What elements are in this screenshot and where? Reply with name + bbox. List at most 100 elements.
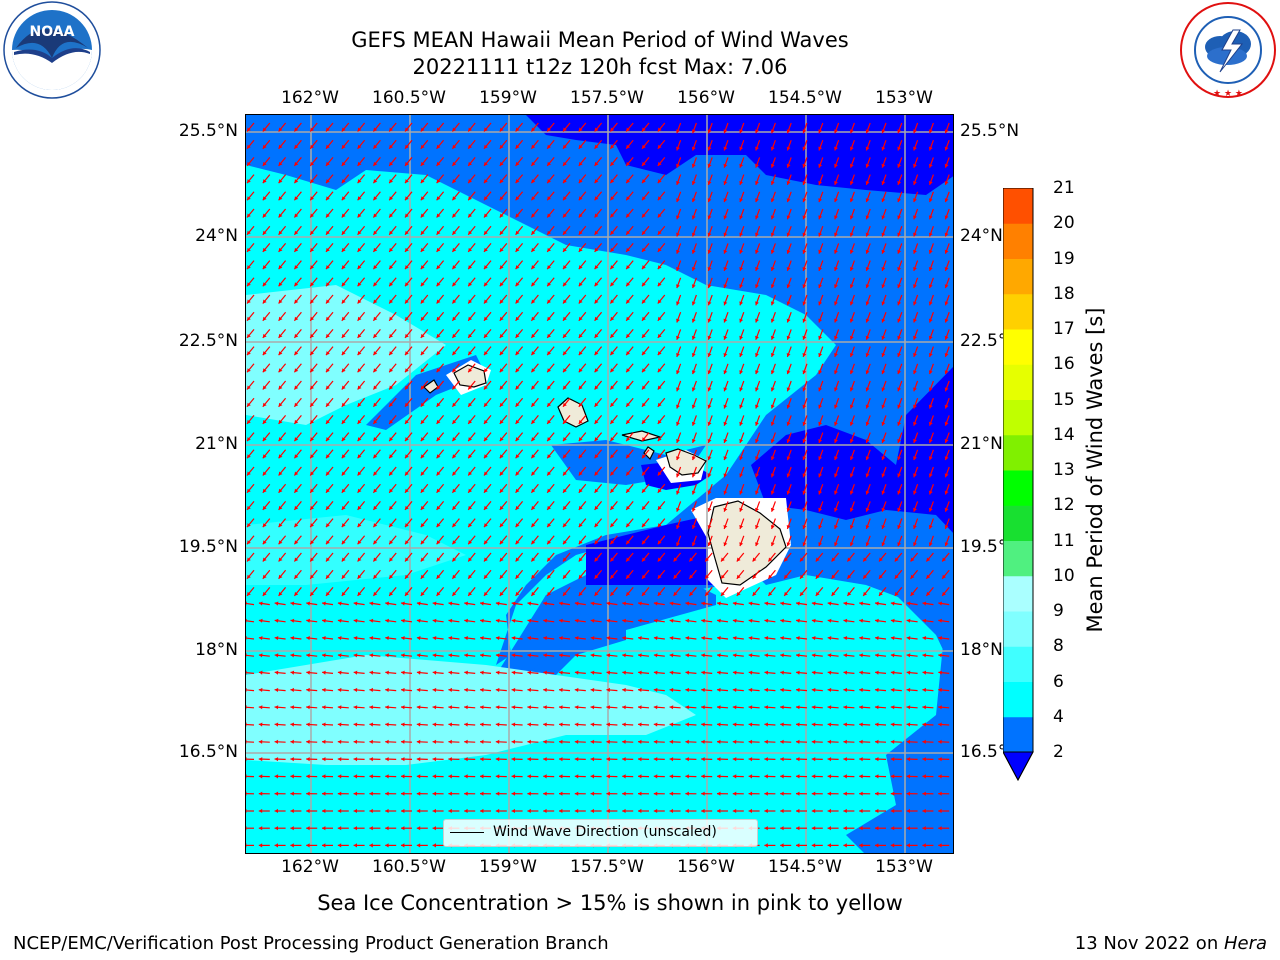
wave-direction-arrowhead [786, 284, 791, 289]
wave-direction-arrowhead [610, 419, 615, 424]
wave-direction-arrowhead [341, 523, 346, 528]
wave-direction-arrowhead [247, 488, 251, 493]
wave-direction-arrowhead [705, 557, 709, 562]
wave-direction-arrowhead [499, 505, 504, 510]
wave-direction-arrowhead [464, 722, 468, 727]
wave-direction-arrowhead [547, 471, 551, 476]
wave-direction-arrowhead [638, 808, 642, 813]
wave-direction-arrowhead [894, 574, 899, 579]
wave-direction-arrowhead [723, 318, 728, 323]
wave-direction-arrowhead [875, 618, 879, 623]
wave-direction-arrowhead [531, 488, 536, 493]
wave-direction-arrowhead [515, 316, 520, 321]
wave-direction-arrowhead [531, 161, 536, 166]
wave-direction-arrowhead [432, 791, 437, 796]
wave-direction-arrowhead [452, 505, 457, 510]
map-legend: Wind Wave Direction (unscaled) [443, 819, 758, 847]
wave-direction-arrowhead [341, 161, 346, 166]
wave-direction-arrowhead [531, 368, 536, 373]
wave-direction-arrowhead [770, 507, 775, 512]
wave-direction-arrowhead [274, 774, 279, 779]
wave-direction-arrowhead [786, 335, 791, 340]
wave-direction-arrowhead [436, 144, 441, 149]
wave-direction-arrowhead [764, 601, 769, 606]
wave-direction-arrowhead [401, 618, 405, 623]
wave-direction-arrowhead [865, 370, 870, 375]
wave-direction-arrowhead [499, 247, 504, 252]
wave-direction-arrowhead [739, 215, 744, 220]
wave-direction-arrowhead [326, 557, 330, 562]
wave-direction-arrowhead [875, 636, 879, 641]
wave-direction-arrowhead [278, 213, 283, 218]
wave-direction-arrowhead [515, 540, 520, 545]
colorbar-swatch [1003, 505, 1033, 541]
wave-direction-arrowhead [262, 333, 267, 338]
wave-direction-arrowhead [484, 368, 488, 373]
wave-direction-arrowhead [786, 507, 791, 512]
wave-direction-arrowhead [818, 129, 823, 134]
wave-direction-arrowhead [691, 387, 696, 392]
wave-direction-arrowhead [897, 284, 902, 289]
wave-direction-arrowhead [642, 574, 646, 579]
wave-direction-arrowhead [357, 265, 362, 270]
wave-direction-arrowhead [691, 181, 696, 185]
wave-direction-arrowhead [818, 370, 823, 375]
wave-direction-arrowhead [326, 505, 330, 510]
wave-direction-arrowhead [701, 670, 705, 675]
wave-direction-arrowhead [944, 404, 949, 409]
wave-direction-arrowhead [294, 265, 299, 270]
wave-direction-arrowhead [926, 591, 931, 596]
wave-direction-arrowhead [944, 181, 949, 185]
wave-direction-arrowhead [657, 574, 662, 579]
wave-direction-arrowhead [563, 230, 567, 235]
wave-direction-arrowhead [764, 705, 768, 710]
wave-direction-arrowhead [468, 247, 472, 252]
wave-direction-arrowhead [247, 247, 251, 252]
wave-direction-arrowhead [944, 542, 949, 547]
wave-direction-arrowhead [843, 774, 847, 779]
wave-direction-arrowhead [818, 439, 823, 443]
wave-direction-arrowhead [610, 368, 615, 373]
wave-direction-arrowhead [464, 791, 468, 796]
wave-direction-arrowhead [732, 722, 737, 727]
wave-direction-arrowhead [262, 471, 267, 476]
wave-direction-arrowhead [676, 284, 680, 289]
wave-direction-arrowhead [337, 843, 342, 848]
wave-direction-arrowhead [707, 353, 712, 357]
wave-direction-arrowhead [531, 437, 536, 442]
wave-direction-arrowhead [468, 505, 472, 510]
wave-direction-arrowhead [723, 456, 728, 461]
wave-direction-arrowhead [294, 557, 299, 562]
wave-direction-arrowhead [897, 387, 902, 392]
wave-direction-arrowhead [294, 471, 299, 476]
wave-direction-arrowhead [448, 653, 453, 658]
wave-direction-arrowhead [780, 757, 784, 762]
wave-direction-arrowhead [610, 557, 615, 562]
wave-direction-arrowhead [610, 385, 615, 390]
wave-direction-arrowhead [786, 318, 791, 323]
wave-direction-arrowhead [723, 370, 728, 375]
wave-direction-arrowhead [499, 574, 504, 579]
wave-direction-arrowhead [278, 591, 283, 596]
wave-direction-arrowhead [448, 705, 452, 710]
wave-direction-arrowhead [578, 265, 583, 270]
wave-direction-arrowhead [559, 636, 563, 641]
wave-direction-arrowhead [938, 739, 942, 744]
wave-direction-arrowhead [913, 439, 917, 443]
wave-direction-arrowhead [495, 705, 500, 710]
wave-direction-arrowhead [401, 687, 405, 692]
wave-direction-arrowhead [669, 670, 674, 675]
wave-direction-arrowhead [739, 353, 744, 357]
wave-direction-arrowhead [373, 488, 378, 493]
wave-direction-arrowhead [543, 757, 547, 762]
wave-direction-arrowhead [802, 249, 807, 254]
wave-direction-arrowhead [515, 196, 520, 201]
wave-direction-arrowhead [827, 653, 832, 658]
wave-direction-arrowhead [373, 196, 378, 201]
wave-direction-arrowhead [310, 454, 314, 459]
wave-direction-arrowhead [723, 301, 728, 306]
wave-direction-arrowhead [452, 179, 457, 184]
wave-direction-arrowhead [770, 129, 775, 134]
wave-direction-arrowhead [369, 687, 373, 692]
wave-direction-arrowhead [385, 774, 389, 779]
